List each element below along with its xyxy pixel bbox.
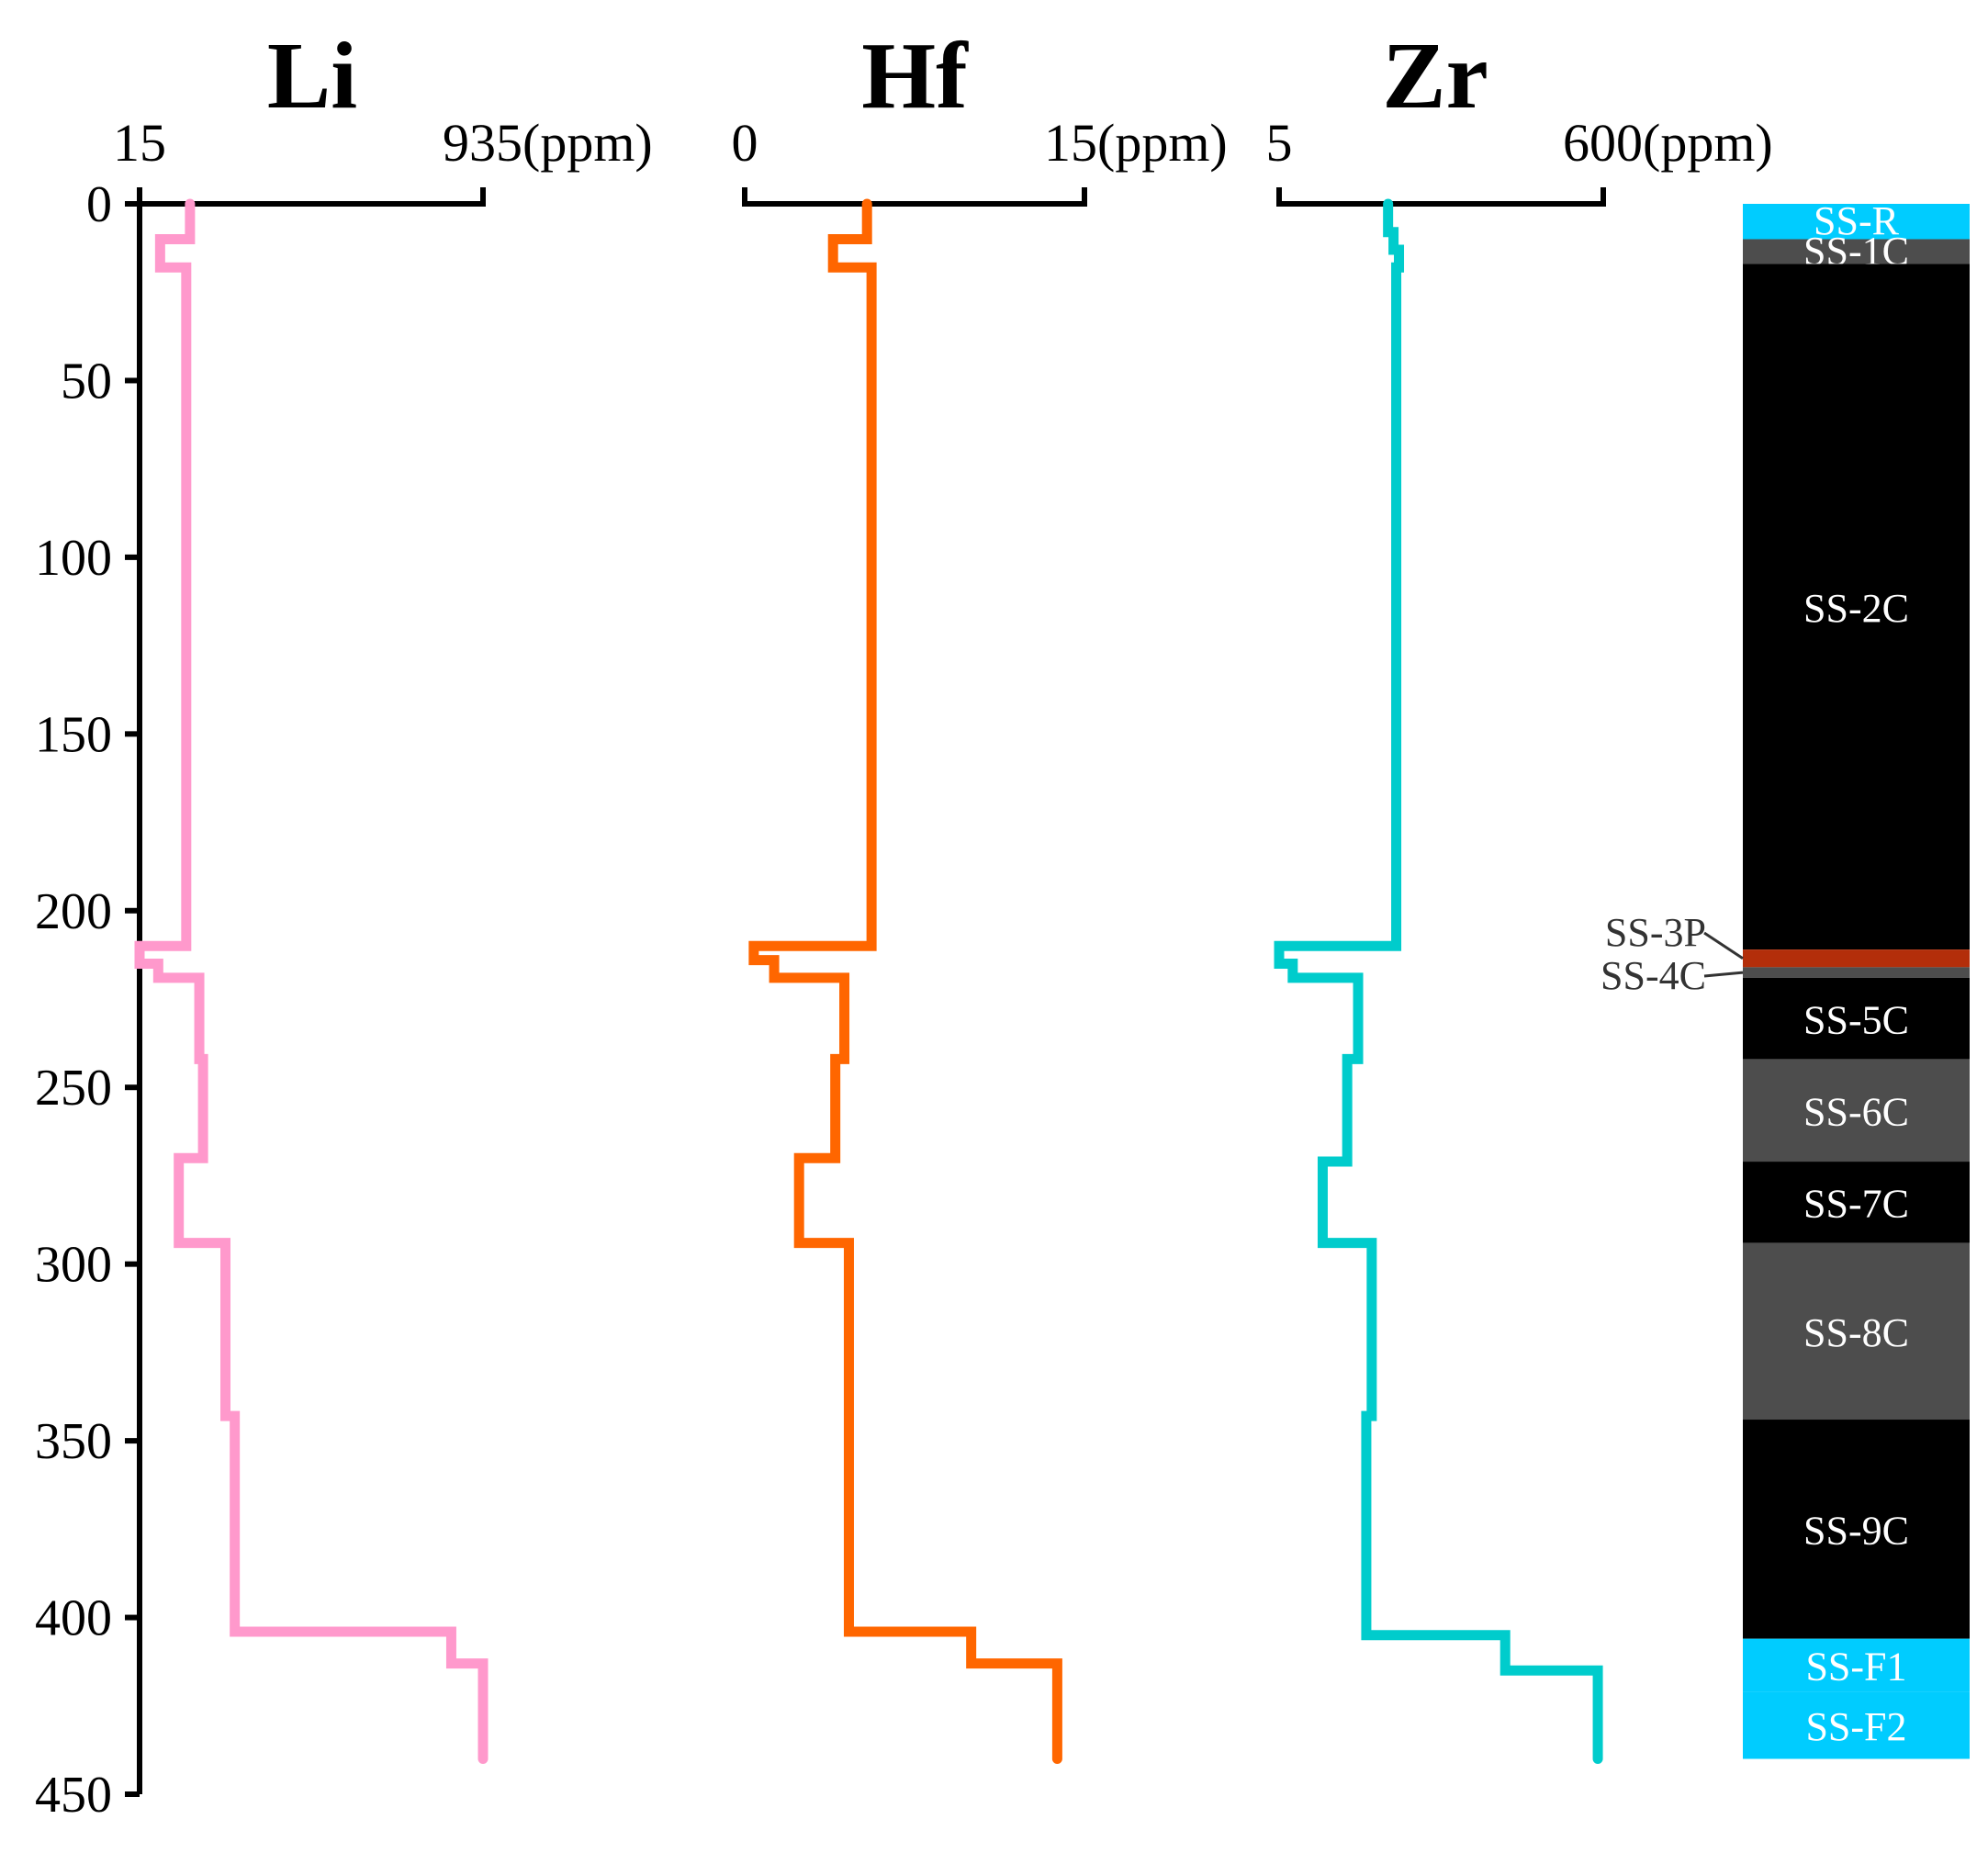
- strat-unit-ss-6c: [1743, 1059, 1970, 1162]
- depth-tick-label-50: 50: [61, 353, 112, 410]
- strat-unit-ss-8c: [1743, 1242, 1970, 1420]
- strat-label-ss-6c: SS-6C: [1803, 1089, 1909, 1134]
- strat-leader-ss-4c: [1703, 971, 1744, 978]
- strat-unit-ss-4c: [1743, 967, 1970, 978]
- strat-unit-ss-3p: [1743, 949, 1970, 968]
- depth-tick-label-100: 100: [35, 530, 112, 587]
- strat-label-ss-4c: SS-4C: [1601, 953, 1706, 998]
- panel-title-hf: Hf: [861, 23, 969, 129]
- depth-tick-label-350: 350: [35, 1413, 112, 1470]
- strat-label-ss-7c: SS-7C: [1803, 1181, 1909, 1226]
- scale-max-label-zr: 600(ppm): [1563, 113, 1773, 173]
- depth-tick-label-450: 450: [35, 1767, 112, 1824]
- profile-line-li: [134, 198, 489, 1765]
- strat-leader-ss-3p: [1703, 931, 1744, 960]
- depth-tick-label-400: 400: [35, 1590, 112, 1647]
- scale-max-label-hf: 15(ppm): [1044, 113, 1228, 173]
- depth-tick-label-0: 0: [86, 176, 112, 233]
- strat-label-ss-9c: SS-9C: [1803, 1508, 1909, 1553]
- scale-max-label-li: 935(ppm): [443, 113, 653, 173]
- strat-unit-ss-7c: [1743, 1162, 1970, 1243]
- strat-label-ss-r: SS-R: [1814, 198, 1900, 243]
- profile-line-hf: [748, 198, 1062, 1765]
- strat-label-ss-f2: SS-F2: [1805, 1704, 1906, 1749]
- panel-title-li: Li: [267, 23, 357, 129]
- strat-unit-ss-2c: [1743, 264, 1970, 950]
- scale-min-label-li: 15: [113, 113, 166, 173]
- depth-tick-label-200: 200: [35, 883, 112, 940]
- strat-label-ss-5c: SS-5C: [1803, 997, 1909, 1042]
- strat-unit-ss-r: [1743, 204, 1970, 240]
- strat-unit-ss-5c: [1743, 977, 1970, 1060]
- strat-unit-ss-1c: [1743, 239, 1970, 264]
- profile-line-zr: [1274, 198, 1603, 1765]
- strat-label-ss-8c: SS-8C: [1803, 1310, 1909, 1355]
- scale-min-label-hf: 0: [732, 113, 758, 173]
- scale-min-label-zr: 5: [1266, 113, 1293, 173]
- strat-label-ss-f1: SS-F1: [1805, 1645, 1906, 1690]
- strat-unit-ss-f2: [1743, 1691, 1970, 1759]
- depth-tick-label-300: 300: [35, 1237, 112, 1294]
- depth-tick-label-250: 250: [35, 1060, 112, 1117]
- panel-title-zr: Zr: [1382, 23, 1488, 129]
- strat-unit-ss-f1: [1743, 1638, 1970, 1692]
- strat-label-ss-3p: SS-3P: [1605, 910, 1706, 955]
- depth-tick-label-150: 150: [35, 706, 112, 763]
- strat-unit-ss-9c: [1743, 1420, 1970, 1639]
- strat-label-ss-2c: SS-2C: [1803, 586, 1909, 631]
